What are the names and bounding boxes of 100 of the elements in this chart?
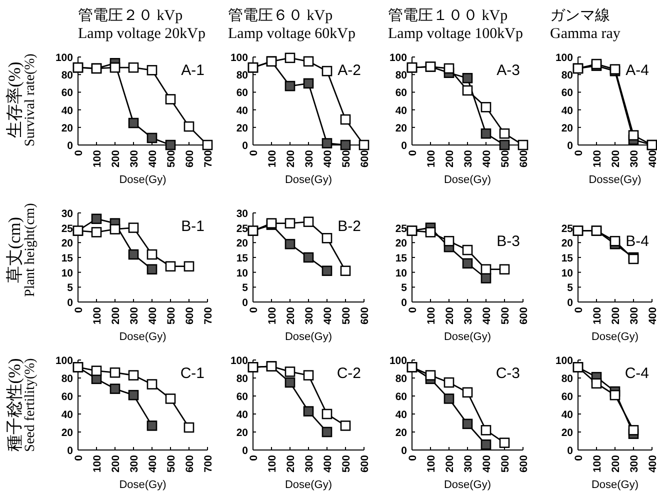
x-tick-label: 0 xyxy=(407,454,419,461)
x-tick-label: 200 xyxy=(610,306,622,325)
y-tick-label: 60 xyxy=(395,87,408,100)
y-tick-label: 80 xyxy=(236,70,248,82)
annotation: A-3 xyxy=(496,62,520,79)
y-tick-label: 60 xyxy=(395,391,408,403)
y-axis-title: 草丈(cm) Plant height(cm) xyxy=(5,202,38,297)
x-tick-label: 0 xyxy=(73,454,85,461)
x-tick-label: 400 xyxy=(647,306,657,325)
x-axis-title: Dosse(Gy) xyxy=(588,174,642,186)
x-tick-label: 100 xyxy=(266,150,278,168)
x-tick-label: 400 xyxy=(647,454,657,473)
y-tick-label: 20 xyxy=(395,427,408,439)
x-tick-label: 300 xyxy=(128,454,140,473)
x-tick-label: 300 xyxy=(304,306,316,325)
y-tick-label: 20 xyxy=(561,427,574,439)
y-tick-label: 20 xyxy=(61,427,74,439)
y-tick-label: 15 xyxy=(61,252,74,264)
annotation: B-4 xyxy=(626,232,649,250)
y-tick-label: 20 xyxy=(61,122,74,134)
y-tick-label: 40 xyxy=(61,104,74,117)
chart-subtitle: Lamp voltage 60kVp xyxy=(228,26,356,42)
x-tick-label: 200 xyxy=(110,454,122,473)
y-tick-label: 80 xyxy=(395,373,408,385)
y-tick-label: 100 xyxy=(389,355,408,367)
x-tick-label: 600 xyxy=(518,454,530,473)
y-tick-label: 100 xyxy=(389,52,408,64)
x-axis-title: Dose(Gy) xyxy=(284,331,332,343)
x-tick-label: 400 xyxy=(147,306,159,325)
annotation: A-2 xyxy=(338,62,361,79)
y-tick-label: 20 xyxy=(561,238,574,250)
y-tick-label: 40 xyxy=(395,104,408,117)
y-tick-label: 10 xyxy=(236,267,248,280)
y-tick-label: 5 xyxy=(67,282,74,294)
y-tick-label: 30 xyxy=(236,208,248,220)
x-tick-label: 200 xyxy=(610,150,622,168)
x-tick-label: 0 xyxy=(573,150,585,156)
y-tick-label: 80 xyxy=(561,373,574,385)
x-tick-label: 300 xyxy=(462,454,474,473)
x-tick-label: 600 xyxy=(518,150,530,168)
y-tick-label: 80 xyxy=(61,70,74,82)
y-tick-label: 100 xyxy=(555,355,574,367)
y-axis-title: 生存率(%) Survival rate(%) xyxy=(5,53,38,146)
y-tick-label: 100 xyxy=(555,52,574,64)
x-tick-label: 400 xyxy=(322,306,334,325)
y-tick-label: 40 xyxy=(561,104,574,117)
x-tick-label: 0 xyxy=(73,150,85,156)
x-tick-label: 300 xyxy=(628,306,640,325)
x-tick-label: 300 xyxy=(628,454,640,473)
x-axis-title: Dose(Gy) xyxy=(444,331,492,343)
y-tick-label: 15 xyxy=(236,252,248,264)
x-tick-label: 100 xyxy=(266,454,278,473)
y-tick-label: 100 xyxy=(230,355,248,367)
x-axis-title: Dose(Gy) xyxy=(284,174,332,186)
y-tick-label: 60 xyxy=(236,87,248,100)
y-tick-label: 80 xyxy=(395,70,408,82)
x-tick-label: 500 xyxy=(340,454,352,473)
annotation: C-2 xyxy=(336,365,361,382)
x-tick-label: 0 xyxy=(407,306,419,313)
x-tick-label: 200 xyxy=(444,454,456,473)
y-tick-label: 60 xyxy=(561,391,574,403)
x-axis-title: Dose(Gy) xyxy=(119,479,166,491)
annotation: B-2 xyxy=(338,218,361,235)
chart-title: ガンマ線 xyxy=(550,8,610,24)
y-tick-label: 40 xyxy=(561,409,574,421)
x-tick-label: 400 xyxy=(322,454,334,473)
y-axis-title: 種子稔性(%) Seed fertility(%) xyxy=(5,358,38,452)
y-tick-label: 15 xyxy=(561,252,574,264)
x-tick-label: 100 xyxy=(592,150,604,168)
x-tick-label: 500 xyxy=(166,306,178,325)
x-tick-label: 0 xyxy=(573,454,585,461)
x-tick-label: 700 xyxy=(202,150,214,168)
y-tick-label: 100 xyxy=(55,355,74,367)
y-tick-label: 5 xyxy=(401,282,408,294)
y-tick-label: 80 xyxy=(236,373,248,385)
x-tick-label: 100 xyxy=(592,306,604,325)
y-tick-label: 25 xyxy=(61,222,74,235)
x-tick-label: 200 xyxy=(610,454,622,473)
y-tick-label: 60 xyxy=(236,391,248,403)
x-tick-label: 100 xyxy=(266,306,278,325)
x-axis-title: Dose(Gy) xyxy=(284,479,332,491)
x-tick-label: 300 xyxy=(462,306,474,325)
x-tick-label: 0 xyxy=(73,306,85,313)
x-axis-title: Dose(Gy) xyxy=(444,479,492,491)
x-tick-label: 600 xyxy=(184,150,196,168)
annotation: C-1 xyxy=(180,365,204,382)
x-tick-label: 600 xyxy=(184,454,196,473)
x-tick-label: 200 xyxy=(444,150,456,168)
y-tick-label: 80 xyxy=(561,70,574,82)
y-tick-label: 20 xyxy=(61,238,74,250)
x-tick-label: 0 xyxy=(248,454,260,461)
x-tick-label: 100 xyxy=(92,150,104,168)
chart-subtitle: Lamp voltage 100kVp xyxy=(388,26,523,42)
x-axis-title: Dose(Gy) xyxy=(444,174,492,186)
y-tick-label: 30 xyxy=(61,208,74,220)
x-tick-label: 100 xyxy=(426,454,438,473)
x-tick-label: 400 xyxy=(481,150,493,168)
y-tick-label: 25 xyxy=(395,222,408,235)
annotation: A-1 xyxy=(181,62,204,79)
x-tick-label: 200 xyxy=(285,306,297,325)
